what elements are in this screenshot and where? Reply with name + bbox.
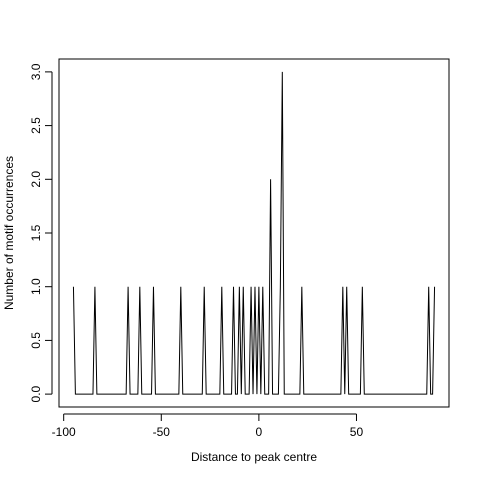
y-tick-label: 3.0 <box>29 63 43 80</box>
y-tick-label: 1.5 <box>29 224 43 241</box>
x-tick-label: -100 <box>52 425 76 439</box>
y-tick-label: 2.5 <box>29 117 43 134</box>
x-tick-label: -50 <box>153 425 171 439</box>
y-tick-label: 2.0 <box>29 171 43 188</box>
x-tick-label: 50 <box>350 425 364 439</box>
y-tick-label: 0.0 <box>29 385 43 402</box>
plot-box <box>58 58 450 408</box>
data-line <box>72 71 436 395</box>
x-axis-label: Distance to peak centre <box>191 450 317 464</box>
y-tick-label: 1.0 <box>29 278 43 295</box>
y-axis-label: Number of motif occurrences <box>2 156 16 310</box>
x-tick-label: 0 <box>256 425 263 439</box>
y-tick-label: 0.5 <box>29 332 43 349</box>
